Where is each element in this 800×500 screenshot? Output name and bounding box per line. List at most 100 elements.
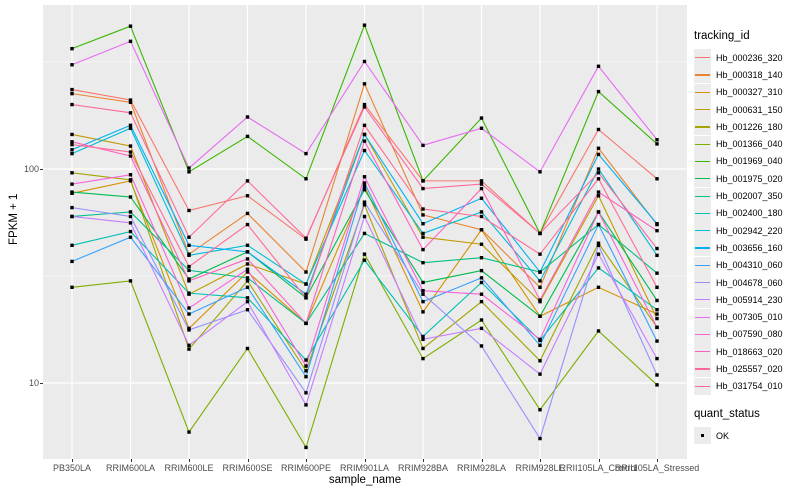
data-point — [596, 146, 601, 150]
data-point — [421, 288, 425, 293]
legend-item-label: Hb_002942_220 — [716, 225, 783, 236]
plot-panel — [43, 5, 687, 459]
legend-key-swatch — [694, 118, 711, 136]
legend-key-swatch — [694, 66, 711, 84]
data-point — [128, 24, 133, 28]
legend-key-line — [695, 74, 710, 76]
x-tick-label-RRII105LA_Control: RRII105LA_Control — [559, 463, 638, 473]
data-point — [187, 268, 191, 273]
data-point — [421, 213, 425, 217]
x-tick-label-RRII105LA_Stressed: RRII105LA_Stressed — [614, 463, 700, 473]
x-tick-label-RRIM928BA: RRIM928BA — [397, 463, 449, 473]
data-point — [70, 182, 74, 186]
data-point — [70, 205, 74, 210]
data-point — [128, 39, 133, 44]
legend-key-swatch — [694, 187, 711, 205]
data-point — [421, 186, 425, 191]
legend-panel: tracking_id Hb_000236_320 Hb_000318_140 Hb… — [694, 30, 798, 445]
legend-key-swatch — [694, 49, 711, 67]
data-point — [538, 408, 542, 412]
data-point — [479, 242, 484, 246]
data-point — [596, 252, 601, 256]
data-point — [538, 436, 542, 441]
data-point — [187, 279, 191, 283]
data-point — [304, 403, 308, 407]
x-tick-label-RRIM600LE: RRIM600LE — [164, 463, 214, 473]
x-tick-label-RRIM600SE: RRIM600SE — [222, 463, 273, 473]
data-point — [362, 132, 367, 137]
data-point — [362, 123, 367, 128]
data-point — [538, 252, 542, 256]
data-point — [479, 280, 484, 285]
data-point — [70, 171, 74, 175]
data-point — [421, 143, 425, 148]
data-point — [655, 325, 659, 330]
legend-key-line — [695, 195, 710, 197]
legend-item-Hb_025557_020: Hb_025557_020 — [694, 360, 798, 378]
legend-item-label: Hb_000318_140 — [716, 69, 783, 80]
data-point — [187, 430, 191, 434]
data-point — [128, 221, 133, 225]
data-point — [479, 126, 484, 130]
legend-title-quant-status: quant_status — [694, 407, 760, 420]
data-point — [596, 329, 601, 333]
data-point — [187, 306, 191, 310]
data-point — [538, 285, 542, 290]
legend-item-label: Hb_001969_040 — [716, 156, 783, 167]
legend-key-swatch — [694, 343, 711, 361]
data-point — [362, 139, 367, 143]
data-point — [655, 253, 659, 258]
data-point — [538, 359, 542, 363]
legend-key-swatch — [694, 222, 711, 240]
legend-key-line — [695, 212, 710, 214]
data-point — [70, 243, 74, 248]
data-point — [655, 285, 659, 290]
data-point — [596, 285, 601, 290]
x-axis-title: sample_name — [328, 474, 402, 486]
data-point — [70, 151, 74, 156]
data-point — [304, 369, 308, 373]
data-point — [70, 190, 74, 194]
legend-key-swatch — [694, 152, 711, 170]
x-tick-mark — [598, 459, 600, 462]
data-point — [362, 214, 367, 219]
legend-item-Hb_004310_060: Hb_004310_060 — [694, 256, 798, 274]
legend-item-quant-OK: OK — [694, 427, 798, 445]
data-point — [304, 151, 308, 156]
data-point — [245, 262, 250, 266]
x-tick-label-RRIM928LA: RRIM928LA — [456, 463, 507, 473]
data-point — [187, 166, 191, 170]
x-tick-mark — [247, 459, 249, 462]
data-point — [421, 280, 425, 285]
data-point — [596, 167, 601, 171]
data-point — [596, 171, 601, 175]
legend-items-quant-status: OK — [694, 427, 798, 445]
legend-item-Hb_001975_020: Hb_001975_020 — [694, 170, 798, 188]
data-point — [128, 229, 133, 234]
data-point — [245, 222, 250, 227]
data-point — [479, 326, 484, 331]
data-point — [362, 203, 367, 207]
data-point — [421, 356, 425, 361]
data-point — [128, 210, 133, 214]
data-point — [596, 241, 601, 245]
data-point — [479, 276, 484, 280]
x-tick-mark — [72, 459, 73, 462]
data-point — [655, 339, 659, 343]
data-point — [479, 228, 484, 232]
data-point — [245, 346, 250, 351]
legend-key-swatch — [694, 377, 711, 395]
legend-item-label: Hb_005914_230 — [716, 294, 783, 305]
legend-key-swatch — [694, 427, 711, 445]
data-point — [187, 291, 191, 295]
x-tick-label-RRIM600LA: RRIM600LA — [105, 463, 156, 473]
data-point — [245, 296, 250, 300]
data-point — [421, 337, 425, 342]
data-point — [479, 344, 484, 348]
data-point — [128, 126, 133, 130]
data-point — [128, 100, 133, 104]
legend-key-swatch — [694, 83, 711, 101]
data-point — [362, 200, 367, 204]
legend-item-label: OK — [716, 430, 730, 441]
x-tick-label-PB350LA: PB350LA — [52, 463, 92, 473]
